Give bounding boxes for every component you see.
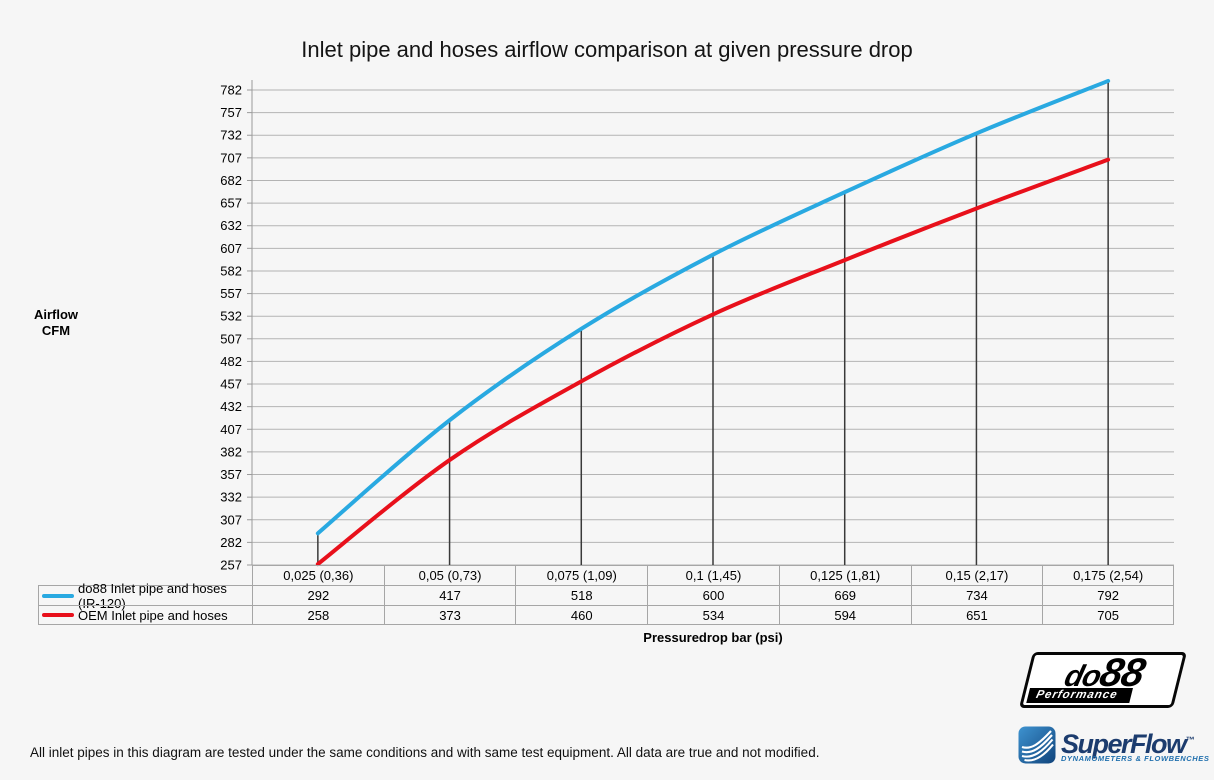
do88-logo: do88 Performance: [1019, 651, 1187, 708]
y-tick-label: 707: [220, 150, 242, 165]
value-cell: 734: [910, 585, 1043, 605]
series-line-oem: [315, 157, 1111, 567]
y-axis-title-line2: CFM: [41, 323, 71, 338]
superflow-text-block: SuperFlow™ DYNAMOMETERS & FLOWBENCHES: [1061, 727, 1210, 764]
y-tick-label: 532: [220, 309, 242, 324]
y-tick-label: 682: [220, 173, 242, 188]
value-cell: 534: [647, 605, 779, 625]
category-label: 0,05 (0,73): [383, 565, 516, 585]
category-label: 0,15 (2,17): [910, 565, 1043, 585]
y-tick-label: 482: [220, 354, 242, 369]
value-cell: 258: [252, 605, 384, 625]
legend-swatch: [42, 613, 74, 617]
y-tick-label: 407: [220, 422, 242, 437]
value-cell: 705: [1042, 605, 1174, 625]
y-axis-title: Airflow CFM: [0, 307, 112, 339]
y-tick-label: 732: [220, 128, 242, 143]
chart-title: Inlet pipe and hoses airflow comparison …: [301, 37, 913, 62]
y-tick-label: 607: [220, 241, 242, 256]
x-axis-title: Pressuredrop bar (psi): [643, 630, 783, 645]
y-tick-label: 257: [220, 558, 242, 573]
y-tick-label: 357: [220, 467, 242, 482]
y-axis-title-line1: Airflow: [33, 307, 79, 322]
value-cell: 292: [252, 585, 384, 605]
y-tick-label: 582: [220, 263, 242, 278]
superflow-wordmark: SuperFlow: [1061, 729, 1187, 759]
y-tick-label: 657: [220, 196, 242, 211]
y-tick-label: 782: [220, 83, 242, 98]
y-tick-label: 282: [220, 535, 242, 550]
superflow-logo-subtext: DYNAMOMETERS & FLOWBENCHES: [1061, 754, 1210, 763]
value-cell: 373: [383, 605, 516, 625]
y-tick-label: 307: [220, 512, 242, 527]
y-tick-label: 632: [220, 218, 242, 233]
legend-item-oem: OEM Inlet pipe and hoses: [38, 605, 252, 625]
category-label: 0,125 (1,81): [778, 565, 911, 585]
superflow-logo: SuperFlow™ DYNAMOMETERS & FLOWBENCHES: [1018, 726, 1210, 764]
y-tick-label: 557: [220, 286, 242, 301]
trademark-symbol: ™: [1185, 735, 1195, 745]
category-label: 0,075 (1,09): [515, 565, 648, 585]
series-line-do88: [315, 78, 1111, 536]
category-label: 0,025 (0,36): [252, 565, 384, 585]
do88-performance-label: Performance: [1026, 688, 1134, 703]
value-cell: 792: [1042, 585, 1174, 605]
category-label: 0,175 (2,54): [1042, 565, 1174, 585]
value-cell: 417: [383, 585, 516, 605]
y-tick-label: 457: [220, 377, 242, 392]
value-cell: 669: [778, 585, 911, 605]
y-tick-labels: 257 282 307 332 357 382 407 432 457 482 507 532 557 5…: [220, 83, 242, 573]
legend-swatch: [42, 593, 74, 598]
value-cell: 518: [515, 585, 648, 605]
y-tick-label: 432: [220, 399, 242, 414]
legend-label: do88 Inlet pipe and hoses (IR-120): [78, 580, 227, 611]
superflow-swoosh-icon: [1018, 726, 1056, 764]
legend-label: OEM Inlet pipe and hoses: [78, 607, 228, 623]
y-tick-label: 382: [220, 444, 242, 459]
value-cell: 594: [778, 605, 911, 625]
y-tick-label: 507: [220, 331, 242, 346]
footnote: All inlet pipes in this diagram are test…: [30, 745, 820, 760]
y-tick-label: 757: [220, 105, 242, 120]
value-cell: 600: [647, 585, 779, 605]
value-cell: 651: [910, 605, 1043, 625]
superflow-logo-text: SuperFlow™: [1061, 727, 1210, 759]
y-tick-label: 332: [220, 490, 242, 505]
category-label: 0,1 (1,45): [647, 565, 779, 585]
legend-item-do88: do88 Inlet pipe and hoses (IR-120): [38, 581, 252, 611]
value-cell: 460: [515, 605, 648, 625]
